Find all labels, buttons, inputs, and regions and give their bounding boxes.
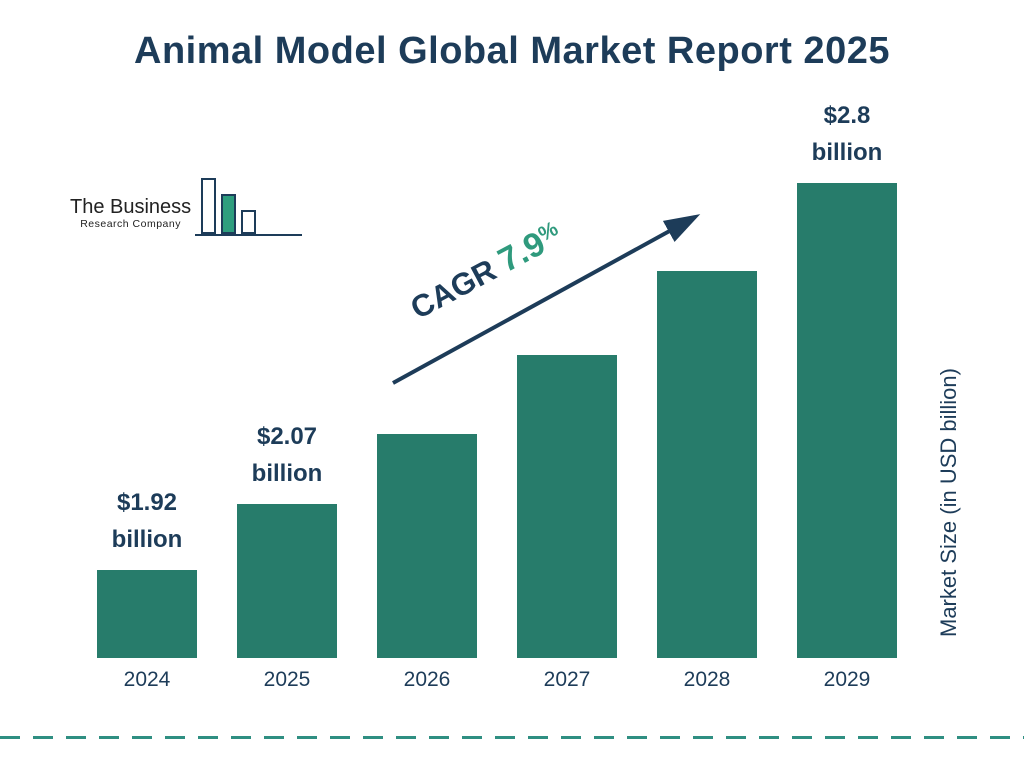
bar-column-2024: $1.92 billion <box>97 484 197 658</box>
x-axis-label: 2027 <box>543 668 591 691</box>
logo-subname: Research Company <box>80 218 181 230</box>
logo-bar-outline-short <box>241 210 257 234</box>
report-title: Animal Model Global Market Report 2025 <box>134 30 890 72</box>
bar <box>237 504 337 658</box>
bottom-dashed-divider <box>0 736 1024 739</box>
bar-column-2026 <box>377 434 477 658</box>
bar-value-label: $2.8 billion <box>811 101 883 166</box>
x-axis-label: 2029 <box>823 668 871 691</box>
x-axis-label: 2026 <box>403 668 451 691</box>
company-logo: The Business Research Company <box>70 178 303 236</box>
bar <box>657 271 757 658</box>
x-axis-label: 2028 <box>683 668 731 691</box>
bar-column-2025: $2.07 billion <box>237 418 337 658</box>
logo-bar-green <box>221 194 237 234</box>
x-axis-label: 2025 <box>263 668 311 691</box>
bar-column-2028 <box>657 271 757 658</box>
logo-text: The Business Research Company <box>70 196 191 236</box>
bar <box>377 434 477 658</box>
logo-name: The Business <box>70 196 192 218</box>
bar <box>797 183 897 658</box>
logo-bar-chart-icon <box>195 178 303 236</box>
bar-value-label: $2.07 billion <box>251 422 323 487</box>
bar-column-2029: $2.8 billion <box>797 97 897 658</box>
bar-chart: $1.92 billion $2.07 billion $2.8 billion <box>97 92 897 658</box>
bar-column-2027 <box>517 355 617 658</box>
x-axis-label: 2024 <box>123 668 171 691</box>
bar <box>97 570 197 658</box>
logo-bar-outline-tall <box>201 178 217 234</box>
y-axis-title: Market Size (in USD billion) <box>936 368 961 637</box>
bar-value-label: $1.92 billion <box>111 488 183 553</box>
x-axis-labels: 2024 2025 2026 2027 2028 2029 <box>97 668 897 692</box>
bar <box>517 355 617 658</box>
